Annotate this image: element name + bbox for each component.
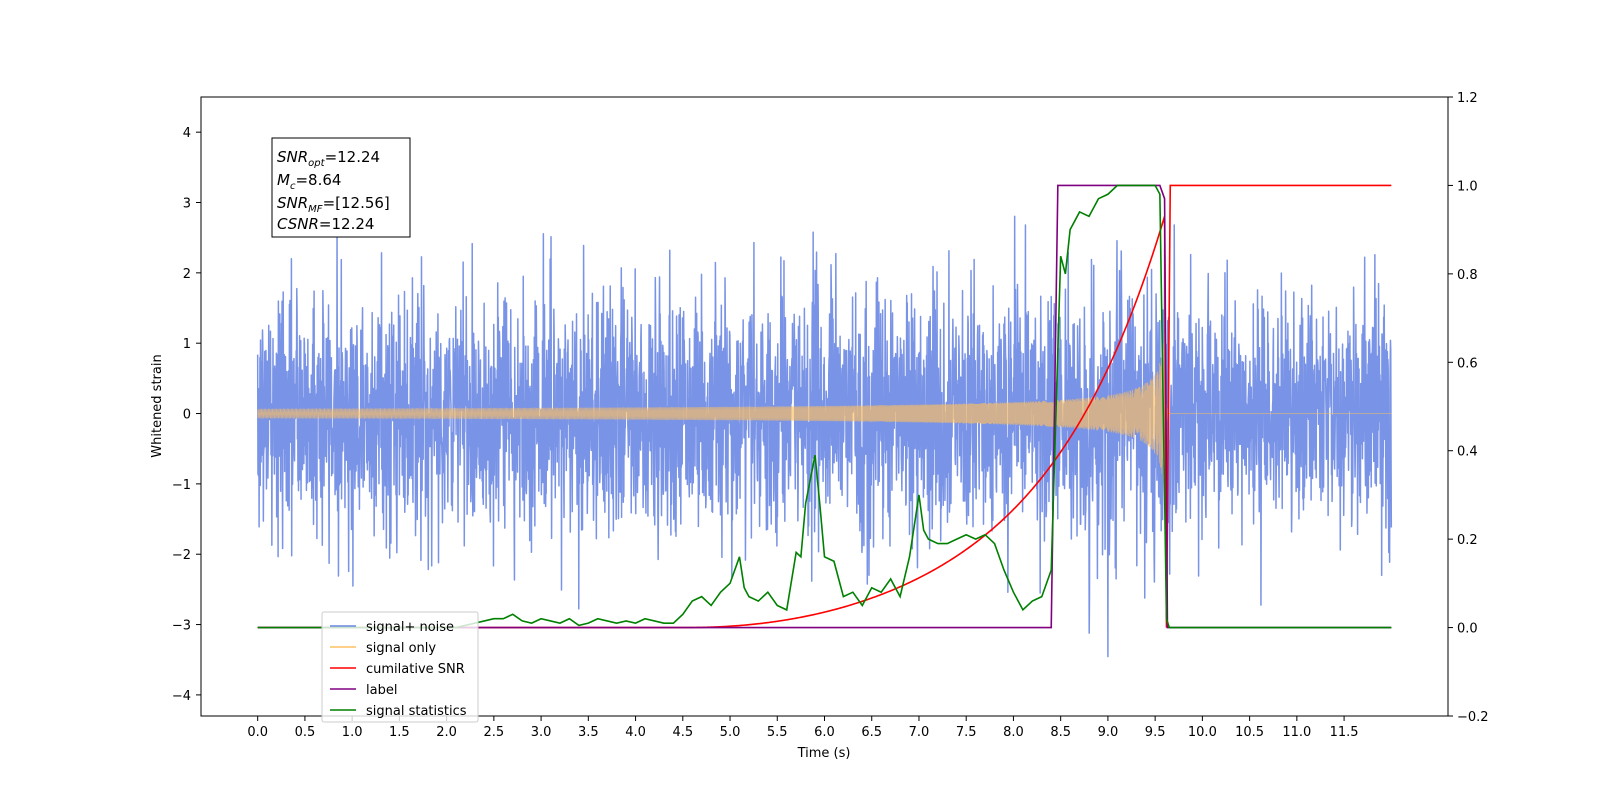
x-tick-label: 3.5 (578, 725, 599, 740)
y-left-tick-label: −1 (172, 478, 191, 493)
y-right-tick-label: 1.2 (1457, 91, 1478, 106)
y-right-tick-label: 0.2 (1457, 533, 1478, 548)
stats-snr-mf: SNRMF=[12.56] (277, 194, 390, 215)
y-right-tick-label: 1.0 (1457, 179, 1478, 194)
x-tick-label: 4.5 (672, 725, 693, 740)
y-left-tick-label: 4 (183, 126, 191, 141)
y-left-tick-label: −3 (172, 619, 191, 634)
x-tick-label: 8.5 (1050, 725, 1071, 740)
x-tick-label: 11.0 (1282, 725, 1311, 740)
legend-frame (321, 611, 479, 723)
stats-box: SNRopt=12.24 Mc=8.64 SNRMF=[12.56] CSNR=… (271, 137, 411, 238)
x-tick-label: 9.5 (1145, 725, 1166, 740)
x-tick-label: 9.0 (1098, 725, 1119, 740)
x-tick-label: 6.0 (814, 725, 835, 740)
x-tick-label: 0.5 (295, 725, 316, 740)
legend-entry: cumilative SNR (366, 662, 465, 677)
x-tick-label: 1.5 (389, 725, 410, 740)
x-tick-label: 10.5 (1235, 725, 1264, 740)
legend-entry: signal only (366, 641, 436, 656)
x-tick-label: 5.5 (767, 725, 788, 740)
legend-entry: signal statistics (366, 704, 467, 719)
x-tick-label: 2.0 (436, 725, 457, 740)
x-tick-label: 5.0 (720, 725, 741, 740)
y-right-tick-label: 0.6 (1457, 356, 1478, 371)
y-left-tick-label: −2 (172, 548, 191, 563)
series-label (257, 184, 1392, 629)
y-axis-left-ticks: −4 −3 −2 −1 0 1 2 3 4 (172, 126, 201, 704)
legend-entry: signal+ noise (366, 620, 454, 635)
x-tick-label: 3.0 (531, 725, 552, 740)
x-tick-label: 7.0 (909, 725, 930, 740)
x-tick-label: 8.0 (1003, 725, 1024, 740)
x-tick-label: 6.5 (861, 725, 882, 740)
x-tick-label: 2.5 (484, 725, 505, 740)
x-tick-label: 1.0 (342, 725, 363, 740)
x-tick-label: 0.0 (247, 725, 268, 740)
x-tick-label: 4.0 (625, 725, 646, 740)
y-left-tick-label: 0 (183, 408, 191, 423)
series-cumulative-snr (257, 184, 1392, 629)
y-right-tick-label: 0.0 (1457, 622, 1478, 637)
y-left-tick-label: 2 (183, 267, 191, 282)
x-axis-label: Time (s) (797, 746, 851, 761)
x-tick-label: 11.5 (1330, 725, 1359, 740)
stats-box-frame (271, 137, 411, 238)
series-signal-only (257, 333, 1392, 482)
y-left-tick-label: −4 (172, 689, 191, 704)
stats-csnr: CSNR=12.24 (277, 215, 374, 233)
legend: signal+ noise signal only cumilative SNR la… (321, 611, 479, 723)
series-signal-statistics (257, 184, 1392, 629)
y-left-tick-label: 3 (183, 197, 191, 212)
y-axis-label: Whitened strain (150, 354, 165, 457)
x-tick-label: 7.5 (956, 725, 977, 740)
stats-snr-opt: SNRopt=12.24 (277, 148, 380, 169)
y-right-tick-label: 0.8 (1457, 268, 1478, 283)
x-axis-ticks: 0.0 0.5 1.0 1.5 2.0 2.5 3.0 3.5 4.0 4.5 5.0 5.5 6.0 6… (247, 716, 1359, 740)
plot-series (256, 184, 1393, 658)
y-right-tick-label: −0.2 (1457, 710, 1489, 725)
y-left-tick-label: 1 (183, 337, 191, 352)
x-tick-label: 10.0 (1188, 725, 1217, 740)
stats-mc: Mc=8.64 (277, 171, 341, 192)
y-right-tick-label: 0.4 (1457, 445, 1478, 460)
legend-entry: label (366, 683, 397, 698)
y-axis-right-ticks: −0.2 0.0 0.2 0.4 0.6 0.8 1.0 1.2 (1448, 91, 1489, 725)
